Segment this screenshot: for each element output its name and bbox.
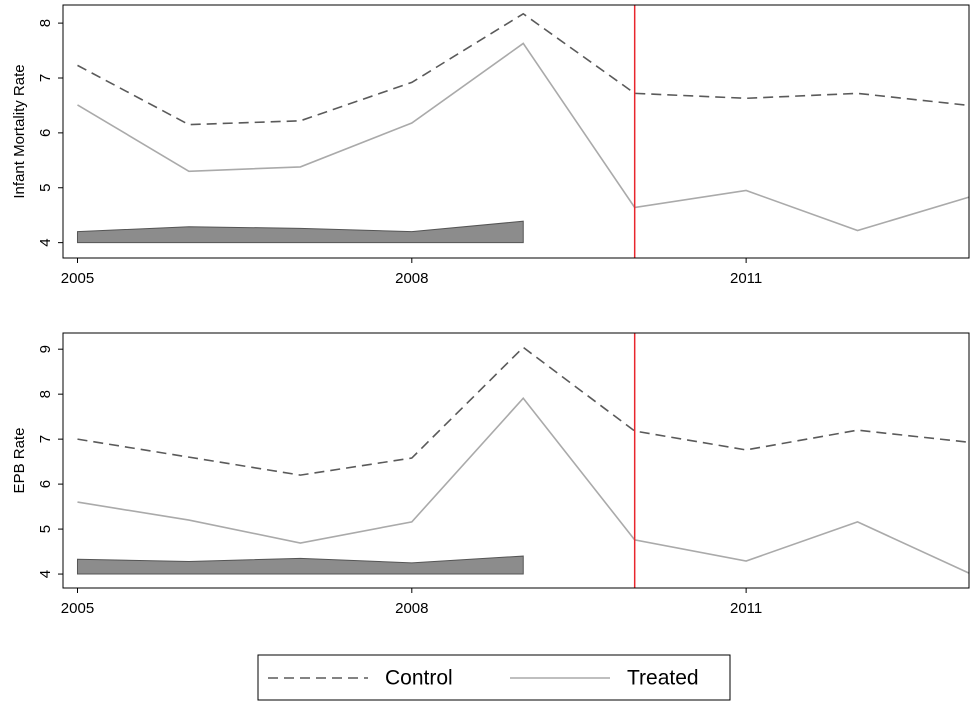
series-line [77, 12, 970, 126]
series-line [77, 346, 970, 476]
plot-frame [62, 332, 970, 589]
x-tick-label: 2008 [395, 600, 428, 617]
y-tick-label: 4 [37, 570, 54, 578]
y-tick-label: 7 [37, 435, 54, 443]
y-tick-label: 8 [37, 19, 54, 27]
plot-frame [62, 4, 970, 259]
y-tick-label: 4 [37, 238, 54, 246]
legend-label: Treated [627, 667, 699, 690]
y-tick-label: 6 [37, 129, 54, 137]
y-axis-label: Infant Mortality Rate [11, 64, 28, 198]
y-axis-label: EPB Rate [11, 428, 28, 494]
series-line [77, 42, 970, 232]
band-area [76, 555, 524, 575]
x-tick-label: 2005 [61, 600, 94, 617]
band-area [76, 220, 524, 244]
y-tick-label: 7 [37, 74, 54, 82]
x-tick-label: 2008 [395, 270, 428, 287]
legend-item: Control [268, 667, 453, 690]
y-tick-label: 6 [37, 480, 54, 488]
x-tick-label: 2011 [730, 270, 762, 287]
x-tick-label: 2011 [730, 600, 762, 617]
x-tick-label: 2005 [61, 270, 94, 287]
series-line [77, 396, 970, 574]
legend-item: Treated [510, 667, 699, 690]
y-tick-label: 9 [37, 345, 54, 353]
legend-label: Control [385, 667, 453, 690]
y-tick-label: 5 [37, 184, 54, 192]
y-tick-label: 8 [37, 390, 54, 398]
y-tick-label: 5 [37, 525, 54, 533]
